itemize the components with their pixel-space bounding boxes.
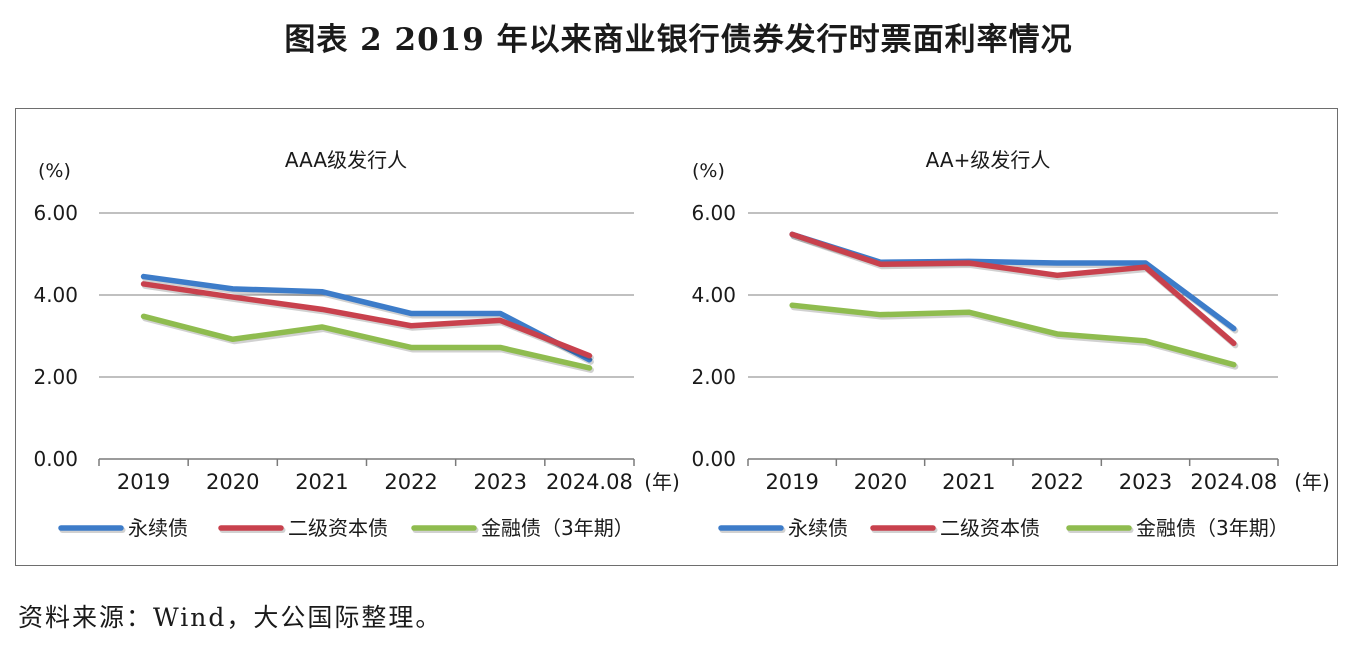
x-tick-label: 2019 bbox=[765, 470, 818, 494]
series-line bbox=[789, 231, 1237, 347]
y-tick-label: 6.00 bbox=[33, 201, 78, 225]
y-tick-label: 6.00 bbox=[691, 201, 736, 225]
x-tick-label: 2022 bbox=[384, 470, 437, 494]
series-line bbox=[140, 281, 593, 359]
legend-label: 二级资本债 bbox=[288, 516, 388, 540]
y-tick-label: 2.00 bbox=[33, 365, 78, 389]
series-line bbox=[140, 273, 593, 363]
legend-label: 永续债 bbox=[128, 516, 188, 540]
series-line bbox=[789, 302, 1237, 368]
charts-svg: AAA级发行人 (%) 0.00 2.00 4.00 6.00 2019 2020 2021 20… bbox=[33, 148, 1330, 540]
y-tick-label: 4.00 bbox=[33, 283, 78, 307]
x-tick-label: 2024.08 bbox=[546, 470, 633, 494]
x-axis-unit: (年) bbox=[1294, 470, 1330, 494]
x-tick-label: 2020 bbox=[206, 470, 259, 494]
x-tick-label: 2021 bbox=[942, 470, 995, 494]
figure-title: 图表 2 2019 年以来商业银行债券发行时票面利率情况 bbox=[284, 22, 1073, 58]
y-tick-label: 0.00 bbox=[33, 447, 78, 471]
legend-label: 二级资本债 bbox=[940, 516, 1040, 540]
source-note: 资料来源：Wind，大公国际整理。 bbox=[18, 603, 443, 632]
legend-label: 金融债（3年期） bbox=[481, 516, 634, 540]
y-axis-unit: (%) bbox=[38, 160, 71, 182]
x-tick-label: 2024.08 bbox=[1190, 470, 1277, 494]
legend-label: 永续债 bbox=[788, 516, 848, 540]
series-line-shadow bbox=[790, 304, 1239, 370]
y-tick-label: 4.00 bbox=[691, 283, 736, 307]
y-tick-label: 2.00 bbox=[691, 365, 736, 389]
x-tick-label: 2022 bbox=[1030, 470, 1083, 494]
x-tick-label: 2020 bbox=[854, 470, 907, 494]
x-tick-label: 2023 bbox=[1119, 470, 1172, 494]
x-tick-label: 2023 bbox=[474, 470, 527, 494]
x-tick-label: 2019 bbox=[117, 470, 170, 494]
x-axis-unit: (年) bbox=[644, 470, 680, 494]
y-tick-label: 0.00 bbox=[691, 447, 736, 471]
chart-title: AAA级发行人 bbox=[285, 148, 407, 172]
series-line bbox=[140, 313, 593, 371]
legend-label: 金融债（3年期） bbox=[1136, 516, 1289, 540]
x-tick-label: 2021 bbox=[295, 470, 348, 494]
chart-title: AA+级发行人 bbox=[926, 148, 1051, 172]
y-axis-unit: (%) bbox=[692, 160, 725, 182]
chart-frame: AAA级发行人 (%) 0.00 2.00 4.00 6.00 2019 2020 2021 20… bbox=[15, 108, 1338, 566]
